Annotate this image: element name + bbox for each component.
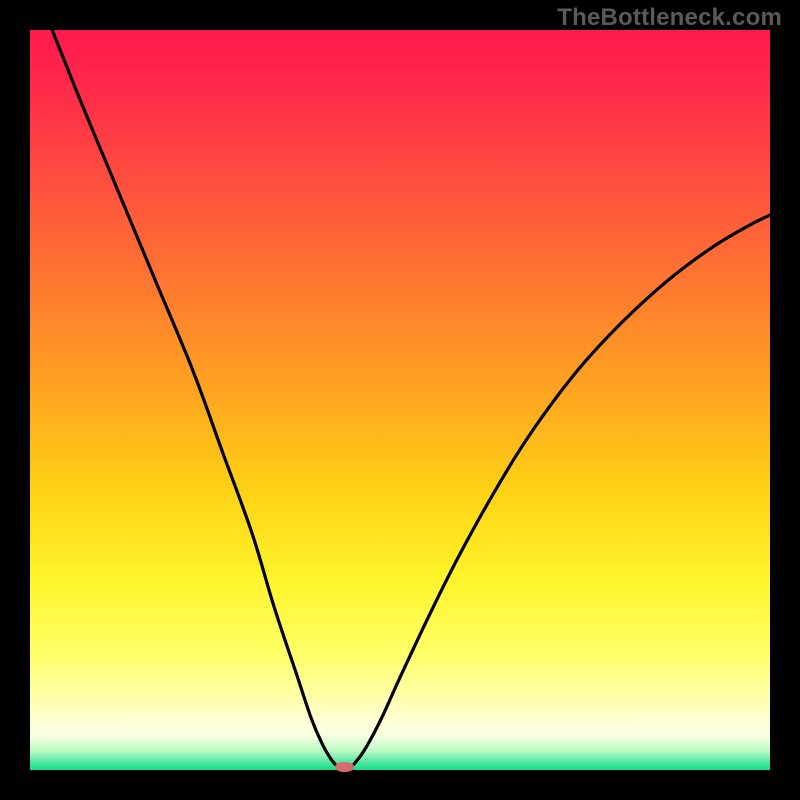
minimum-marker xyxy=(335,762,354,772)
bottleneck-curve xyxy=(30,30,770,770)
chart-frame: TheBottleneck.com xyxy=(0,0,800,800)
watermark-text: TheBottleneck.com xyxy=(557,4,782,32)
plot-area xyxy=(30,30,770,770)
